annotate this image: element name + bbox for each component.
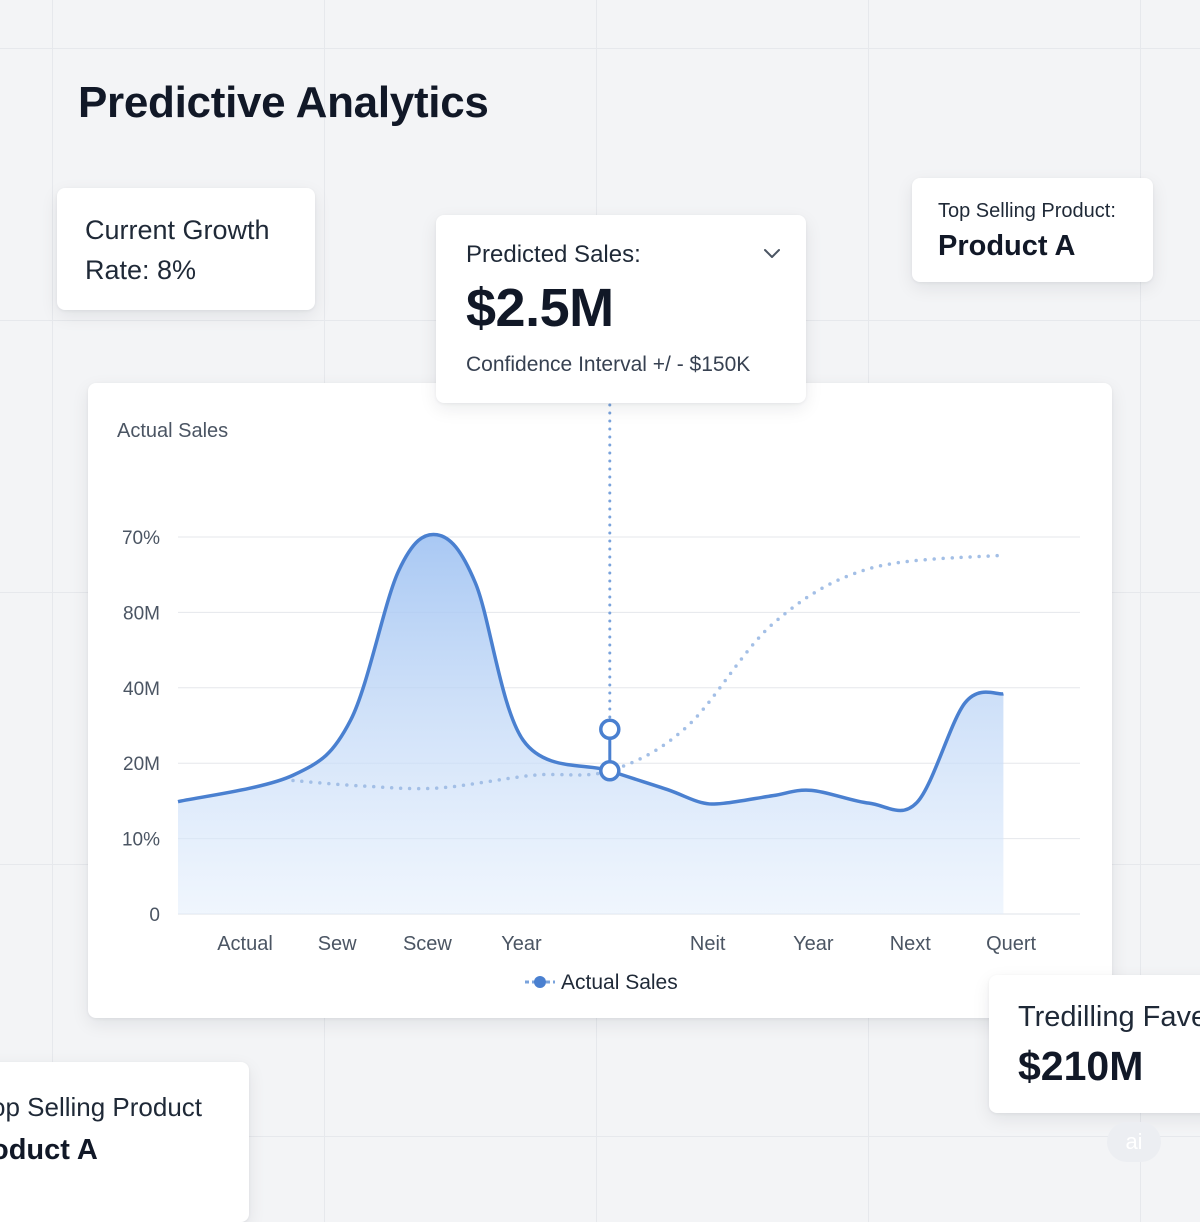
y-tick-label: 20M: [123, 754, 160, 775]
y-tick-label: 0: [149, 905, 160, 926]
forecast-dotted-line: [291, 553, 1006, 791]
chart-title: Actual Sales: [117, 420, 229, 442]
actual-sales-area: [178, 534, 1004, 914]
trending-value: $210M: [1018, 1043, 1144, 1089]
actual-point-marker[interactable]: [599, 759, 621, 782]
predicted-sales-label: Predicted Sales:: [466, 241, 641, 268]
x-tick-label: Actual: [217, 933, 273, 955]
x-tick-label: Sew: [318, 933, 357, 955]
trending-card: Tredilling Fave $210M: [989, 975, 1200, 1113]
y-tick-label: 80M: [123, 603, 160, 624]
top-selling-value: Product A: [938, 230, 1076, 262]
x-tick-label: Year: [793, 933, 834, 955]
top-selling-card: Top Selling Product: Product A: [912, 178, 1153, 282]
predicted-sales-card[interactable]: Predicted Sales: $2.5M Confidence Interv…: [436, 215, 806, 403]
x-tick-label: Next: [890, 933, 932, 955]
x-axis: Actual Sew Scew Year Neit Year Next Quert: [217, 933, 1036, 955]
predicted-point-marker[interactable]: [599, 718, 621, 741]
chart-legend: Actual Sales: [525, 971, 678, 994]
trending-label: Tredilling Fave: [1018, 1001, 1200, 1033]
growth-rate-card: Current Growth Rate: 8%: [57, 188, 315, 310]
ai-badge: ai: [1107, 1122, 1161, 1162]
legend-label: Actual Sales: [561, 971, 678, 994]
legend-swatch-dot: [534, 976, 546, 988]
top-selling-card-secondary: op Selling Product oduct A: [0, 1062, 249, 1222]
x-tick-label: Scew: [403, 933, 452, 955]
y-axis: 0 10% 20M 40M 80M 70%: [122, 528, 160, 926]
y-tick-label: 70%: [122, 528, 160, 549]
predicted-sales-value: $2.5M: [466, 278, 614, 338]
confidence-interval-text: Confidence Interval +/ - $150K: [466, 353, 751, 376]
growth-rate-text: Current Growth Rate: 8%: [85, 215, 270, 285]
x-tick-label: Year: [501, 933, 542, 955]
chevron-down-icon[interactable]: [760, 241, 784, 265]
page-title: Predictive Analytics: [78, 78, 489, 127]
top-selling-label: Top Selling Product:: [938, 200, 1116, 222]
y-tick-label: 40M: [123, 679, 160, 700]
x-tick-label: Quert: [986, 933, 1036, 955]
y-tick-label: 10%: [122, 830, 160, 851]
x-tick-label: Neit: [690, 933, 726, 955]
top-selling-label-secondary: op Selling Product: [0, 1092, 203, 1122]
top-selling-value-secondary: oduct A: [0, 1134, 98, 1166]
